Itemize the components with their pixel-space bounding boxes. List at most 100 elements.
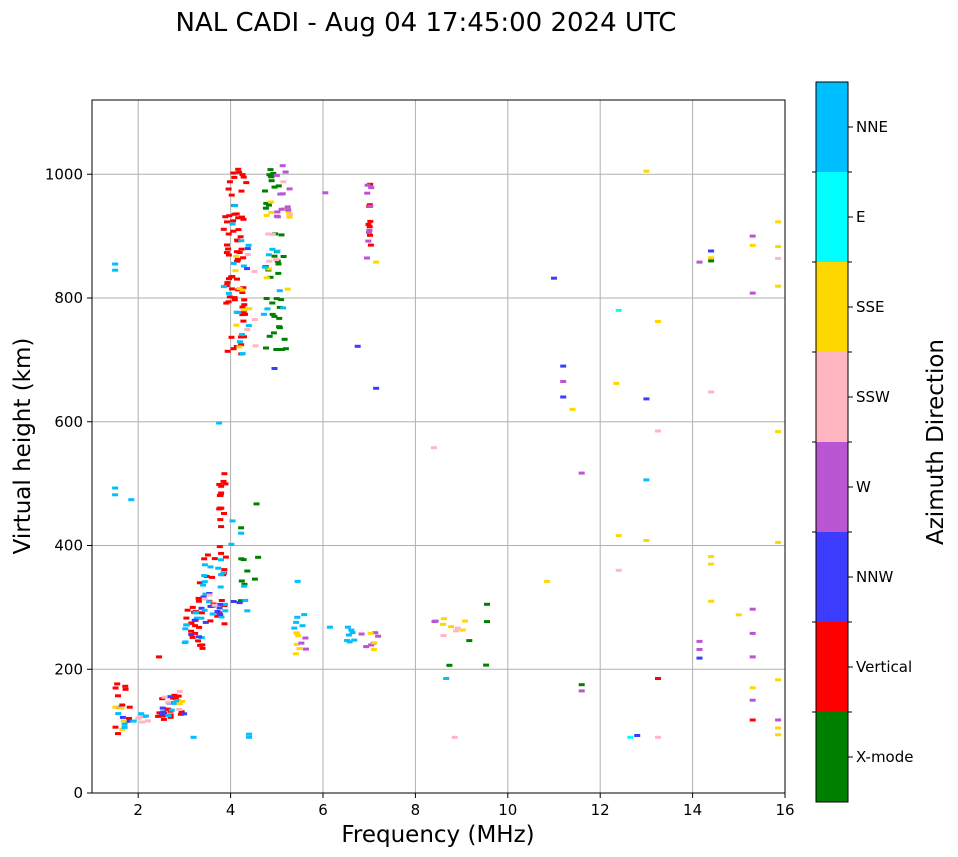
echo-point	[225, 187, 232, 191]
echo-point	[120, 719, 127, 723]
echo-point	[366, 228, 373, 232]
echo-point	[230, 261, 237, 265]
echo-point	[171, 693, 178, 697]
echo-point	[265, 232, 272, 236]
echo-point	[216, 606, 223, 610]
echo-point	[775, 430, 782, 434]
echo-point	[708, 249, 715, 253]
echo-point	[201, 580, 208, 584]
y-tick-label: 0	[73, 784, 83, 802]
echo-point	[246, 735, 253, 739]
echo-point	[128, 498, 135, 502]
echo-point	[225, 247, 232, 251]
echo-point	[245, 243, 252, 247]
echo-point	[246, 732, 253, 736]
plot-background	[92, 100, 785, 793]
y-tick-label: 200	[54, 660, 83, 678]
echo-point	[188, 629, 195, 633]
echo-point	[282, 347, 289, 351]
echo-point	[236, 287, 243, 290]
echo-point	[112, 725, 119, 729]
echo-point	[218, 506, 225, 510]
echo-point	[122, 684, 129, 688]
echo-point	[220, 479, 227, 483]
echo-point	[112, 705, 119, 709]
echo-point	[276, 316, 283, 320]
echo-point	[222, 609, 229, 613]
echo-point	[119, 728, 126, 731]
echo-point	[240, 319, 247, 323]
echo-point	[643, 169, 650, 173]
echo-point	[226, 277, 232, 281]
echo-point	[280, 180, 287, 184]
echo-point	[358, 632, 365, 636]
echo-point	[270, 172, 277, 175]
echo-point	[273, 348, 280, 351]
echo-point	[544, 579, 551, 583]
echo-point	[267, 168, 274, 172]
echo-point	[221, 568, 228, 572]
echo-point	[122, 687, 129, 691]
colorbar-tick-label: NNW	[856, 568, 893, 586]
echo-point	[176, 690, 183, 693]
echo-point	[201, 597, 208, 601]
echo-point	[114, 682, 121, 686]
echo-point	[240, 217, 247, 221]
echo-point	[240, 175, 247, 179]
echo-point	[708, 562, 715, 566]
echo-point	[222, 602, 228, 606]
echo-point	[126, 717, 132, 720]
echo-point	[191, 618, 198, 622]
echo-point	[228, 287, 235, 291]
echo-point	[281, 337, 288, 341]
echo-point	[251, 270, 258, 273]
echo-point	[302, 647, 309, 651]
echo-point	[708, 599, 715, 603]
echo-point	[326, 625, 333, 629]
echo-point	[235, 216, 242, 220]
echo-point	[230, 600, 237, 603]
echo-point	[351, 638, 358, 642]
echo-point	[266, 173, 273, 177]
echo-point	[183, 623, 190, 627]
echo-point	[231, 296, 238, 300]
echo-point	[198, 606, 205, 610]
echo-point	[244, 253, 251, 256]
echo-point	[569, 407, 576, 411]
echo-point	[176, 702, 183, 706]
echo-point	[225, 253, 232, 257]
y-tick-label: 400	[54, 537, 83, 555]
echo-point	[735, 613, 742, 617]
echo-point	[215, 566, 222, 570]
echo-point	[578, 683, 585, 687]
echo-point	[177, 712, 184, 716]
echo-point	[195, 599, 202, 603]
echo-point	[232, 204, 239, 208]
echo-point	[292, 652, 299, 656]
echo-point	[241, 582, 248, 586]
echo-point	[240, 264, 247, 268]
echo-point	[643, 397, 650, 401]
echo-point	[274, 210, 281, 214]
echo-point	[112, 486, 119, 490]
echo-point	[578, 471, 585, 475]
echo-point	[198, 611, 205, 615]
echo-point	[440, 634, 447, 638]
echo-point	[228, 335, 235, 339]
echo-point	[218, 491, 225, 495]
colorbar-segment	[816, 82, 848, 173]
echo-point	[238, 247, 245, 251]
echo-point	[214, 610, 221, 613]
echo-point	[551, 276, 557, 280]
x-axis: 2 4 6 8 10 12 14 16	[133, 793, 795, 819]
echo-point	[159, 714, 165, 718]
echo-point	[224, 243, 230, 247]
echo-point	[112, 268, 119, 272]
colorbar-tick-label: E	[856, 208, 865, 226]
echo-point	[200, 583, 207, 587]
echo-point	[178, 710, 185, 714]
echo-point	[291, 626, 298, 630]
echo-point	[192, 624, 199, 628]
echo-point	[220, 227, 227, 231]
colorbar-segment	[816, 172, 848, 263]
